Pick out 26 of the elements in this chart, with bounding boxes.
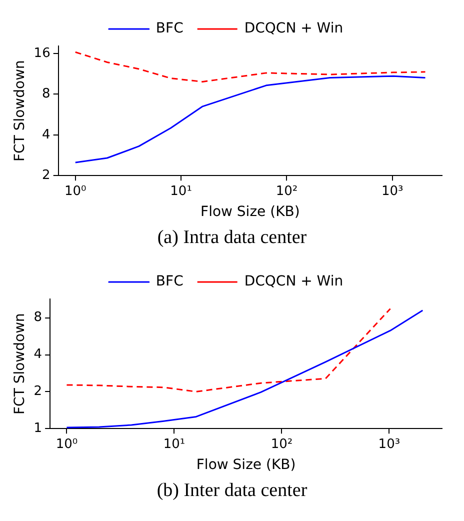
y-tick-label: 2 bbox=[42, 168, 50, 183]
x-tick-label: 10³ bbox=[381, 184, 404, 199]
legend-label: DCQCN + Win bbox=[244, 20, 344, 37]
y-tick-label: 8 bbox=[42, 86, 50, 102]
y-axis-title: FCT Slowdown bbox=[12, 313, 28, 415]
y-tick-label: 4 bbox=[42, 127, 50, 142]
text: (a) Intra data center bbox=[156, 227, 308, 249]
y-axis-title: FCT Slowdown bbox=[12, 60, 28, 162]
x-tick-label: 10¹ bbox=[170, 184, 192, 199]
legend-label: DCQCN + Win bbox=[244, 274, 344, 290]
x-tick-label: 10⁰ bbox=[56, 436, 78, 452]
x-tick-label: 10² bbox=[276, 184, 298, 199]
x-tick-label: 10¹ bbox=[163, 436, 186, 452]
y-tick-label: 1 bbox=[34, 420, 42, 436]
y-tick-label: 4 bbox=[34, 347, 42, 362]
x-tick-label: 10² bbox=[270, 436, 293, 452]
y-tick-label: 2 bbox=[34, 384, 42, 400]
x-tick-label: 10³ bbox=[378, 436, 400, 452]
legend-label: BFC bbox=[156, 274, 184, 290]
y-tick-label: 8 bbox=[34, 310, 42, 326]
y-tick-label: 16 bbox=[34, 46, 50, 61]
x-tick-label: 10⁰ bbox=[64, 184, 86, 199]
x-axis-title: Flow Size (KB) bbox=[196, 457, 296, 474]
text: (b) Inter data center bbox=[156, 480, 308, 502]
legend-label: BFC bbox=[156, 20, 184, 37]
x-axis-title: Flow Size (KB) bbox=[200, 204, 300, 220]
